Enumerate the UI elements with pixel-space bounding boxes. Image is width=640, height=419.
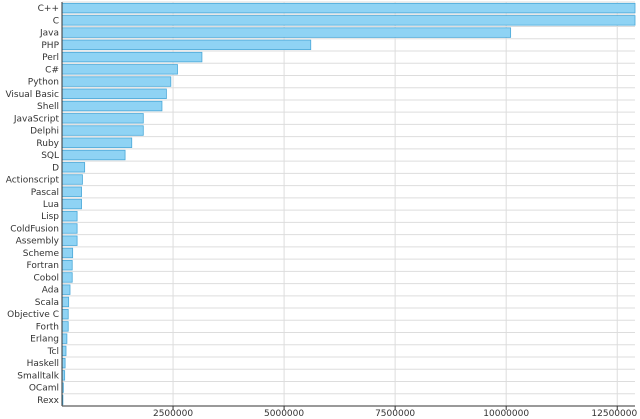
bar-scala	[61, 296, 70, 308]
category-label: Erlang	[30, 335, 59, 345]
category-label: C++	[38, 4, 59, 14]
category-label: Forth	[36, 322, 59, 332]
bar-cobol	[61, 272, 73, 283]
x-tick-label: 7500000	[375, 409, 415, 419]
category-label: C	[53, 16, 59, 26]
category-label: Lisp	[41, 212, 59, 222]
x-tick-label: 2500000	[153, 409, 193, 419]
bar-c-	[61, 64, 178, 75]
axes	[61, 2, 635, 410]
category-label: Shell	[37, 102, 59, 112]
category-label: Objective C	[7, 310, 59, 320]
x-tick-label: 5000000	[264, 409, 304, 419]
category-label: JavaScript	[13, 114, 60, 124]
category-label: Ada	[42, 286, 59, 296]
bar-d	[61, 162, 86, 173]
x-tick-label: 12500000	[591, 409, 637, 419]
category-label: OCaml	[29, 384, 59, 394]
bar-fortran	[61, 260, 73, 271]
category-label: Tcl	[47, 347, 59, 357]
category-label: Python	[28, 78, 59, 88]
category-label: Lua	[43, 200, 59, 210]
bar-shell	[61, 100, 163, 112]
category-label: Assembly	[16, 237, 60, 247]
bar-actionscript	[61, 174, 83, 185]
x-tick-label: 10000000	[483, 409, 529, 419]
bar-objective-c	[61, 309, 69, 320]
bar-javascript	[61, 113, 144, 124]
category-label: Delphi	[30, 127, 59, 137]
category-label: C#	[45, 65, 59, 75]
bar-ruby	[61, 137, 133, 148]
bar-java	[61, 27, 512, 38]
bar-python	[61, 76, 172, 87]
bar-php	[61, 39, 312, 51]
category-label: Scala	[35, 298, 59, 308]
category-label: Fortran	[26, 261, 59, 271]
bar-c	[61, 15, 636, 26]
category-label: Rexx	[37, 396, 60, 406]
category-label: ColdFusion	[10, 224, 59, 234]
bar-erlang	[61, 333, 68, 344]
category-label: Cobol	[33, 273, 59, 283]
category-label: Ruby	[36, 139, 59, 149]
category-label: Smalltalk	[17, 371, 60, 381]
bar-forth	[61, 321, 69, 332]
category-label: Visual Basic	[5, 90, 59, 100]
category-label: Pascal	[31, 188, 59, 198]
bar-delphi	[61, 125, 144, 136]
bar-sql	[61, 149, 126, 161]
gridlines	[62, 1, 635, 407]
category-label: Actionscript	[6, 176, 60, 186]
category-labels: C++ C Java PHP Perl C# Python Visual Basic Shell…	[5, 4, 59, 406]
bar-pascal	[61, 186, 82, 197]
category-label: Haskell	[27, 359, 59, 369]
bar-tcl	[61, 345, 67, 357]
category-label: Java	[39, 29, 59, 39]
bar-visual-basic	[61, 88, 167, 99]
bar-c-	[61, 2, 636, 14]
bar-ada	[61, 284, 71, 295]
bar-lisp	[61, 211, 78, 222]
category-label: PHP	[41, 41, 59, 51]
bar-coldfusion	[61, 223, 78, 234]
category-label: SQL	[41, 151, 59, 161]
bar-scheme	[61, 247, 74, 259]
bar-lua	[61, 198, 82, 210]
category-label: D	[52, 163, 59, 173]
x-tick-labels: 2500000 5000000 7500000 10000000 12500000	[153, 409, 638, 419]
bar-assembly	[61, 235, 78, 246]
bars	[61, 2, 636, 406]
category-label: Scheme	[23, 249, 60, 259]
bar-perl	[61, 51, 203, 63]
category-label: Perl	[42, 53, 59, 63]
